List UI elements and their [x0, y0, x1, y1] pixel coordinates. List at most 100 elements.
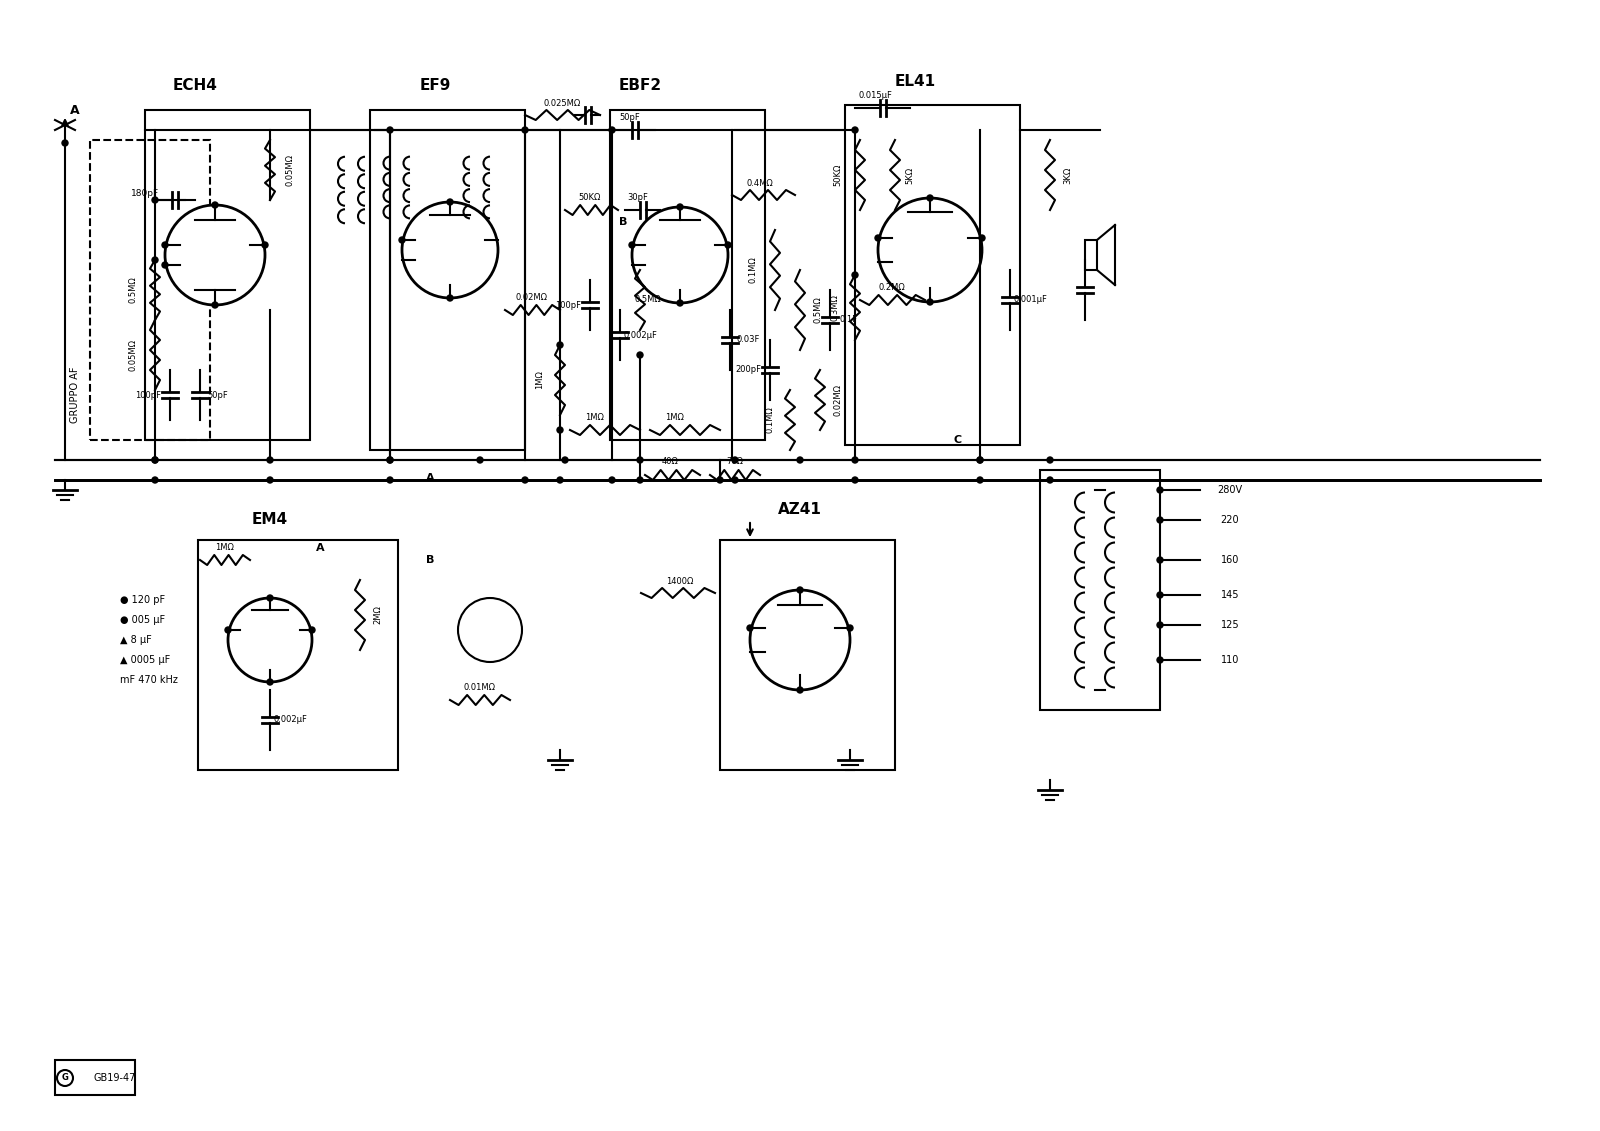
- Circle shape: [979, 235, 986, 241]
- Text: EF9: EF9: [419, 78, 451, 93]
- Circle shape: [637, 477, 643, 483]
- Circle shape: [610, 477, 614, 483]
- Text: A: A: [70, 104, 80, 116]
- Text: 0.02MΩ: 0.02MΩ: [515, 294, 547, 302]
- Text: ▲ 8 μF: ▲ 8 μF: [120, 634, 152, 645]
- Circle shape: [62, 140, 67, 146]
- Circle shape: [211, 302, 218, 308]
- Circle shape: [152, 257, 158, 264]
- Circle shape: [446, 295, 453, 301]
- Text: 5KΩ: 5KΩ: [906, 166, 915, 183]
- Text: ECH4: ECH4: [173, 78, 218, 93]
- Text: 0.5MΩ: 0.5MΩ: [128, 277, 138, 303]
- Bar: [54, 1060, 134, 1095]
- Circle shape: [846, 625, 853, 631]
- Circle shape: [162, 242, 168, 248]
- Circle shape: [387, 127, 394, 133]
- Circle shape: [152, 197, 158, 202]
- Circle shape: [152, 477, 158, 483]
- Text: 0.4MΩ: 0.4MΩ: [747, 179, 773, 188]
- Text: GB19-47: GB19-47: [94, 1073, 136, 1083]
- Bar: [845, 105, 1021, 444]
- Text: mF 470 kHz: mF 470 kHz: [120, 675, 178, 685]
- Circle shape: [267, 595, 274, 601]
- Circle shape: [152, 457, 158, 463]
- Circle shape: [797, 587, 803, 593]
- Circle shape: [978, 457, 982, 463]
- Text: 145: 145: [1221, 590, 1240, 601]
- Bar: [610, 110, 765, 440]
- Circle shape: [797, 687, 803, 693]
- Circle shape: [226, 627, 230, 633]
- Text: 0.1MΩ: 0.1MΩ: [749, 257, 757, 284]
- Circle shape: [878, 198, 982, 302]
- Circle shape: [1157, 556, 1163, 563]
- Circle shape: [797, 457, 803, 463]
- Circle shape: [725, 242, 731, 248]
- Circle shape: [267, 679, 274, 685]
- Circle shape: [267, 477, 274, 483]
- Circle shape: [398, 238, 405, 243]
- Circle shape: [152, 457, 158, 463]
- Text: 125: 125: [1221, 620, 1240, 630]
- Circle shape: [387, 477, 394, 483]
- Circle shape: [747, 625, 754, 631]
- Circle shape: [851, 271, 858, 278]
- Text: 110: 110: [1221, 655, 1238, 665]
- Text: ● 120 pF: ● 120 pF: [120, 595, 165, 605]
- Circle shape: [1157, 592, 1163, 598]
- Circle shape: [309, 627, 315, 633]
- Circle shape: [1157, 657, 1163, 663]
- Text: 0.015μF: 0.015μF: [858, 92, 891, 101]
- Circle shape: [1157, 517, 1163, 523]
- Circle shape: [58, 1070, 74, 1086]
- Text: 0.2MΩ: 0.2MΩ: [878, 284, 906, 293]
- Circle shape: [610, 127, 614, 133]
- Circle shape: [562, 457, 568, 463]
- Circle shape: [875, 235, 882, 241]
- Text: EM4: EM4: [251, 512, 288, 527]
- Circle shape: [926, 195, 933, 201]
- Text: 50KΩ: 50KΩ: [834, 164, 843, 187]
- Circle shape: [926, 299, 933, 305]
- Circle shape: [978, 477, 982, 483]
- Text: 1MΩ: 1MΩ: [586, 414, 605, 423]
- Circle shape: [165, 205, 266, 305]
- Text: B: B: [619, 217, 627, 227]
- Text: 50pF: 50pF: [208, 390, 229, 399]
- Text: EL41: EL41: [894, 75, 936, 89]
- Text: A: A: [426, 473, 434, 483]
- Bar: [146, 110, 310, 440]
- Bar: [720, 539, 894, 770]
- Text: B: B: [426, 555, 434, 566]
- Circle shape: [1157, 622, 1163, 628]
- Circle shape: [557, 428, 563, 433]
- Circle shape: [477, 457, 483, 463]
- Circle shape: [629, 242, 635, 248]
- Circle shape: [458, 598, 522, 662]
- Text: 100pF: 100pF: [555, 301, 581, 310]
- Circle shape: [1157, 487, 1163, 493]
- Circle shape: [402, 202, 498, 297]
- Text: AZ41: AZ41: [778, 502, 822, 518]
- Circle shape: [733, 477, 738, 483]
- Text: 50KΩ: 50KΩ: [579, 193, 602, 202]
- Circle shape: [677, 300, 683, 307]
- Text: 40Ω: 40Ω: [661, 458, 678, 466]
- Circle shape: [717, 477, 723, 483]
- Circle shape: [851, 457, 858, 463]
- Text: 0.03F: 0.03F: [736, 336, 760, 345]
- Text: ● 005 μF: ● 005 μF: [120, 615, 165, 625]
- Circle shape: [522, 477, 528, 483]
- Text: 0.05MΩ: 0.05MΩ: [128, 339, 138, 371]
- Text: 0.025MΩ: 0.025MΩ: [544, 98, 581, 107]
- Bar: [90, 140, 210, 440]
- Circle shape: [851, 127, 858, 133]
- Text: 70Ω: 70Ω: [726, 458, 744, 466]
- Circle shape: [1046, 457, 1053, 463]
- Text: 0.5MΩ: 0.5MΩ: [813, 296, 822, 323]
- Text: GRUPPO AF: GRUPPO AF: [70, 366, 80, 423]
- Circle shape: [637, 352, 643, 359]
- Circle shape: [851, 477, 858, 483]
- Text: 0.001μF: 0.001μF: [1013, 295, 1046, 304]
